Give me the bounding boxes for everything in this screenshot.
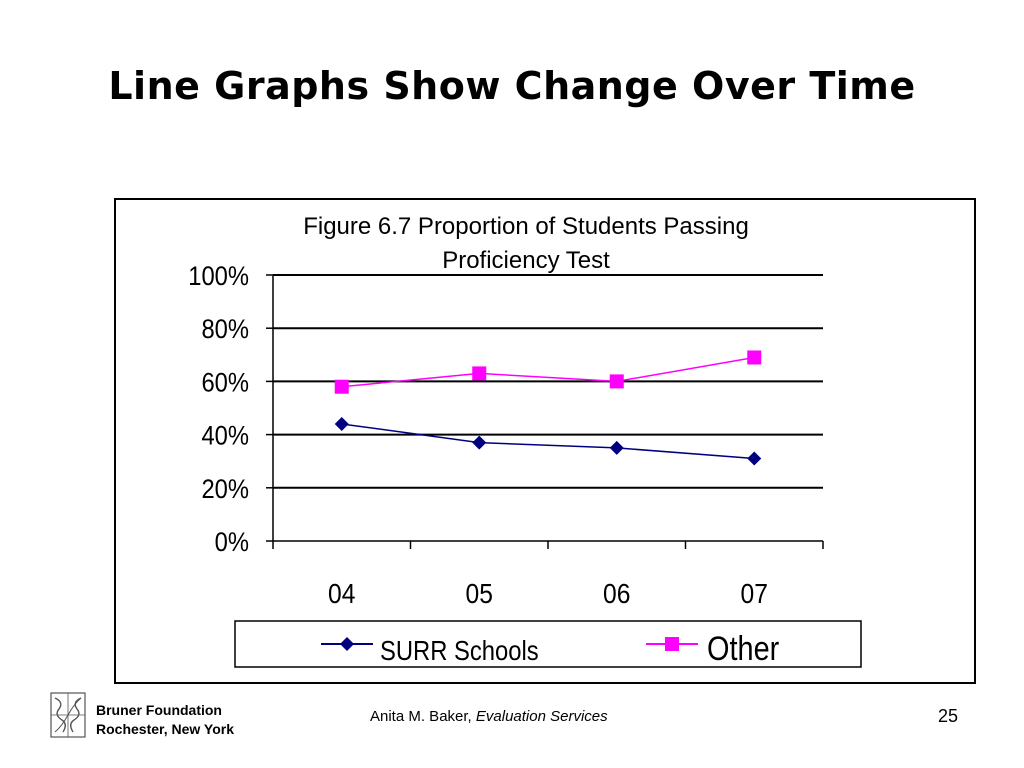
y-tick-label: 20% bbox=[201, 474, 249, 504]
series-line bbox=[341, 356, 755, 388]
data-point bbox=[747, 451, 762, 466]
data-point bbox=[472, 366, 487, 381]
legend-label: Other bbox=[707, 629, 779, 668]
bruner-foundation-logo-icon bbox=[50, 692, 86, 738]
footer-organization: Bruner Foundation Rochester, New York bbox=[96, 701, 234, 739]
data-point bbox=[609, 374, 624, 389]
data-point bbox=[747, 350, 762, 365]
gridlines bbox=[273, 274, 823, 489]
x-tick-label: 06 bbox=[603, 578, 630, 610]
series-lines bbox=[334, 350, 762, 466]
x-tick-label: 04 bbox=[328, 578, 355, 610]
y-tick-label: 40% bbox=[201, 421, 249, 451]
footer-author-org: Evaluation Services bbox=[475, 708, 608, 725]
y-tick-label: 100% bbox=[188, 262, 249, 292]
data-point bbox=[334, 416, 349, 431]
footer-org-line2: Rochester, New York bbox=[96, 721, 234, 737]
data-point bbox=[609, 440, 624, 455]
chart-title-line2: Proficiency Test bbox=[442, 247, 610, 274]
legend-marker bbox=[665, 637, 679, 651]
line-chart: Figure 6.7 Proportion of Students Passin… bbox=[188, 213, 862, 668]
series-line bbox=[341, 423, 755, 460]
y-tick-label: 0% bbox=[215, 528, 249, 558]
axes: 0% 20% 40% 60% 80% 100% 04 05 06 07 bbox=[188, 262, 824, 610]
page-number: 25 bbox=[938, 706, 959, 726]
chart-frame: Figure 6.7 Proportion of Students Passin… bbox=[114, 198, 976, 684]
y-tick-label: 80% bbox=[201, 315, 249, 345]
slide-title: Line Graphs Show Change Over Time bbox=[108, 64, 916, 108]
footer-author-name: Anita M. Baker, bbox=[370, 708, 472, 725]
y-tick-label: 60% bbox=[201, 368, 249, 398]
data-point bbox=[472, 435, 487, 450]
legend-marker bbox=[340, 637, 354, 651]
legend-label: SURR Schools bbox=[380, 634, 539, 666]
chart-title-line1: Figure 6.7 Proportion of Students Passin… bbox=[303, 213, 749, 240]
legend: SURR Schools Other bbox=[234, 620, 862, 668]
x-tick-label: 05 bbox=[466, 578, 493, 610]
footer-org-line1: Bruner Foundation bbox=[96, 702, 222, 718]
x-tick-label: 07 bbox=[741, 578, 768, 610]
data-point bbox=[334, 379, 349, 394]
footer-author: Anita M. Baker, Evaluation Services bbox=[370, 708, 608, 725]
